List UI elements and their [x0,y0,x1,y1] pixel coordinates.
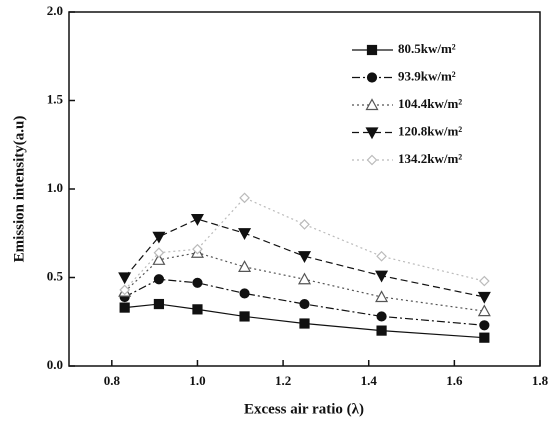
data-point [479,332,490,343]
data-point [153,247,165,259]
x-tick-label: 1.2 [275,373,291,388]
y-axis-label: Emission intensity(a.u) [11,116,27,263]
data-point [478,275,490,287]
x-tick-label: 1.0 [189,373,205,388]
data-point [299,298,310,310]
legend-marker [365,98,379,111]
y-tick-label: 0.5 [47,268,64,283]
data-point [376,250,387,262]
data-point [239,192,250,204]
x-tick-label: 0.8 [104,373,121,388]
x-tick-label: 1.6 [446,373,463,388]
data-point [153,274,165,285]
legend-marker [365,127,379,140]
legend-marker [366,72,378,83]
data-point [119,284,131,296]
data-point [192,277,203,288]
y-tick-label: 1.0 [47,180,63,195]
legend-label: 120.8kw/m² [398,123,462,138]
data-point [376,311,387,322]
data-point [152,231,166,244]
legend-label: 80.5kw/m² [398,41,456,56]
data-point [239,311,250,322]
y-tick-label: 2.0 [47,3,63,18]
data-point [299,219,310,230]
data-point [238,228,252,240]
data-point [297,251,312,264]
data-point [192,304,203,315]
data-point [375,270,389,283]
data-point [152,253,166,265]
y-tick-label: 0.0 [47,357,63,372]
data-point [118,272,132,285]
x-tick-label: 1.4 [361,373,378,388]
data-point [477,291,491,304]
x-axis-label: Excess air ratio (λ) [244,401,364,417]
data-point [477,304,491,317]
y-tick-label: 1.5 [47,91,64,106]
legend-marker [366,154,378,166]
data-point [479,320,490,331]
legend-label: 93.9kw/m² [398,68,456,83]
plot-frame [68,11,541,367]
legend-label: 134.2kw/m² [398,151,462,166]
x-tick-label: 1.8 [532,373,549,388]
data-point [192,243,203,255]
data-point [153,298,165,310]
legend-marker [366,44,378,56]
data-point [375,290,389,303]
data-point [119,302,130,313]
legend-label: 104.4kw/m² [398,96,462,111]
data-point [190,213,204,226]
data-point [299,318,310,329]
data-point [239,288,250,299]
data-point [376,325,387,336]
data-point [297,272,312,285]
data-point [238,260,252,272]
